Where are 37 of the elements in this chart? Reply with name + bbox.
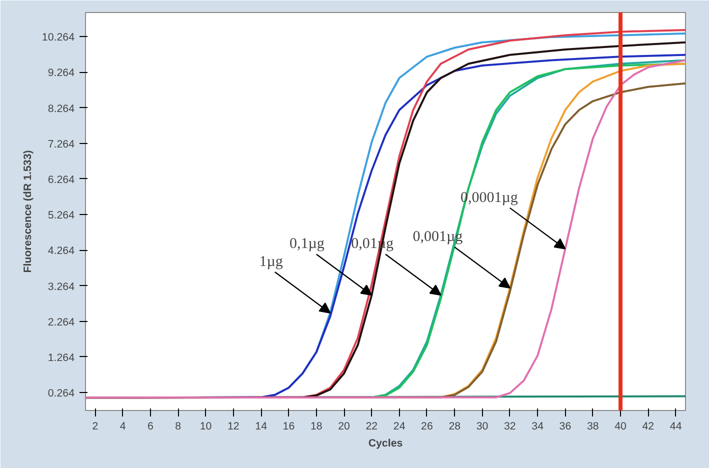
y-tick-label: 7.264 [48, 138, 75, 150]
y-tick-label: 0.264 [48, 388, 75, 400]
y-tick-label: 9.264 [48, 67, 75, 80]
y-axis-title: Fluorescence (dR 1.533) [22, 150, 34, 273]
x-tick-label: 22 [366, 420, 378, 432]
x-tick-label: 18 [310, 420, 322, 432]
x-tick-label: 28 [448, 420, 461, 432]
x-tick-label: 14 [255, 420, 268, 432]
y-tick-label: 6.264 [48, 174, 75, 186]
x-tick-label: 40 [614, 420, 627, 432]
x-tick-label: 10 [200, 420, 212, 432]
x-tick-label: 20 [338, 420, 350, 432]
annotation: 1µg [259, 254, 284, 270]
x-tick-label: 26 [421, 420, 433, 432]
y-tick-label: 8.264 [48, 102, 75, 115]
y-tick-label: 4.264 [48, 245, 75, 258]
x-tick-label: 2 [92, 420, 98, 432]
x-tick-label: 36 [559, 420, 572, 432]
x-tick-label: 42 [642, 420, 654, 432]
y-tick-label: 3.264 [48, 280, 75, 293]
x-tick-label: 8 [175, 420, 182, 432]
y-tick-label: 1.264 [48, 352, 75, 364]
x-tick-label: 44 [670, 420, 682, 432]
x-tick-label: 12 [228, 420, 240, 432]
y-tick-label: 2.264 [48, 316, 75, 328]
x-tick-label: 4 [120, 420, 126, 432]
x-axis-title: Cycles [368, 438, 403, 450]
y-tick-label: 10.264 [42, 32, 75, 44]
x-tick-label: 38 [586, 420, 599, 432]
annotation: 0,1µg [289, 236, 325, 252]
x-tick-label: 34 [532, 420, 544, 432]
y-tick-label: 5.264 [48, 210, 75, 222]
x-tick-label: 30 [476, 420, 488, 432]
x-tick-label: 24 [393, 420, 406, 432]
x-tick-label: 32 [504, 420, 516, 432]
x-tick-label: 16 [282, 420, 295, 432]
x-tick-label: 6 [148, 420, 154, 432]
